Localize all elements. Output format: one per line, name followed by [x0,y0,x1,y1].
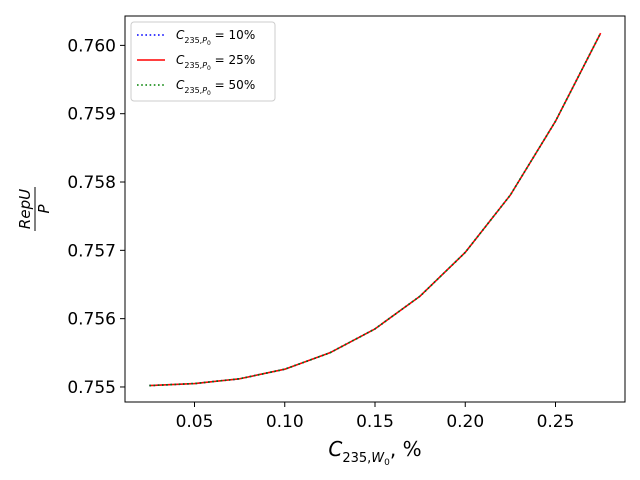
x-tick-label: 0.15 [356,412,394,432]
x-label-base: C [328,437,342,461]
y-tick-label: 0.755 [67,378,116,398]
x-label-sub: 235, [342,451,371,466]
x-axis-label: C235,W0, % [328,437,421,468]
plot-lines [149,32,602,387]
legend-box [130,21,276,102]
y-axis-label: RepU P [16,187,53,231]
x-axis: 0.05 0.10 0.15 0.20 0.25 [176,402,575,432]
x-label-subvar: W [371,451,385,466]
x-tick-label: 0.20 [446,412,484,432]
y-tick-label: 0.759 [67,105,116,125]
x-label-suffix: , % [390,437,422,461]
y-tick-label: 0.758 [67,173,116,193]
y-axis: 0.755 0.756 0.757 0.758 0.759 0.760 [67,36,125,398]
x-tick-label: 0.10 [266,412,304,432]
legend: C235,P0 = 10% C235,P0 = 25% C235,P0 = 50… [130,21,276,102]
x-label-subsub: 0 [384,458,390,468]
y-label-numerator: RepU [16,189,34,229]
y-label-denominator: P [35,204,53,214]
y-tick-label: 0.760 [67,36,116,56]
legend-label-10: C235,P0 = 10% [176,28,255,47]
x-tick-label: 0.25 [537,412,575,432]
legend-label-25: C235,P0 = 25% [176,53,255,72]
y-tick-label: 0.756 [67,310,116,330]
series-line-50 [149,32,602,387]
y-tick-label: 0.757 [67,241,116,261]
x-tick-label: 0.05 [176,412,214,432]
legend-label-50: C235,P0 = 50% [176,78,255,97]
